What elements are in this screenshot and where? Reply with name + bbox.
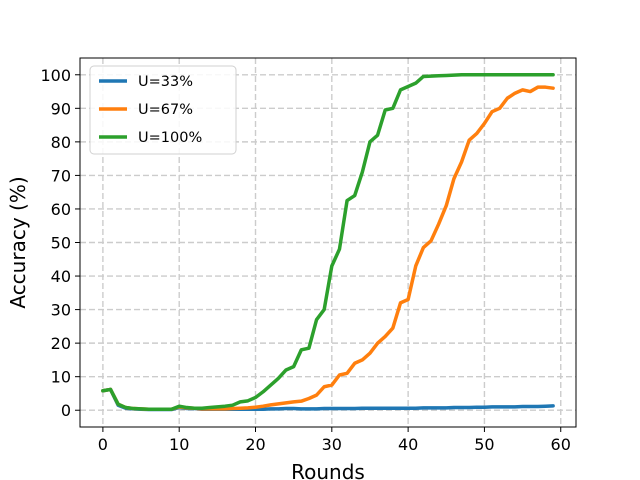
x-tick-label: 10 [169, 435, 189, 454]
series-lines [101, 73, 555, 412]
x-axis-ticks: 0 10 20 30 40 50 60 [98, 427, 571, 454]
y-tick-label: 60 [51, 200, 71, 219]
y-tick-label: 40 [51, 267, 71, 286]
legend: U=33% U=67% U=100% [89, 65, 237, 155]
x-axis-label: Rounds [291, 460, 365, 480]
x-tick-label: 30 [322, 435, 342, 454]
x-tick-label: 50 [474, 435, 494, 454]
series-line-1 [101, 387, 555, 412]
legend-label: U=67% [138, 102, 193, 118]
legend-label: U=100% [138, 130, 202, 146]
series-line-3 [101, 73, 555, 411]
x-tick-label: 60 [551, 435, 571, 454]
y-tick-label: 0 [61, 401, 71, 420]
y-tick-label: 10 [51, 368, 71, 387]
y-tick-label: 50 [51, 234, 71, 253]
y-axis-ticks: 0 10 20 30 40 50 60 70 80 90 100 [40, 66, 80, 420]
y-axis-label: Accuracy (%) [6, 176, 30, 308]
legend-label: U=33% [138, 74, 193, 90]
y-tick-label: 30 [51, 301, 71, 320]
y-tick-label: 80 [51, 133, 71, 152]
y-tick-label: 90 [51, 99, 71, 118]
x-tick-label: 40 [398, 435, 418, 454]
legend-box [89, 65, 237, 155]
x-tick-label: 0 [98, 435, 108, 454]
x-tick-label: 20 [245, 435, 265, 454]
y-tick-label: 20 [51, 334, 71, 353]
y-tick-label: 100 [40, 66, 71, 85]
y-tick-label: 70 [51, 166, 71, 185]
